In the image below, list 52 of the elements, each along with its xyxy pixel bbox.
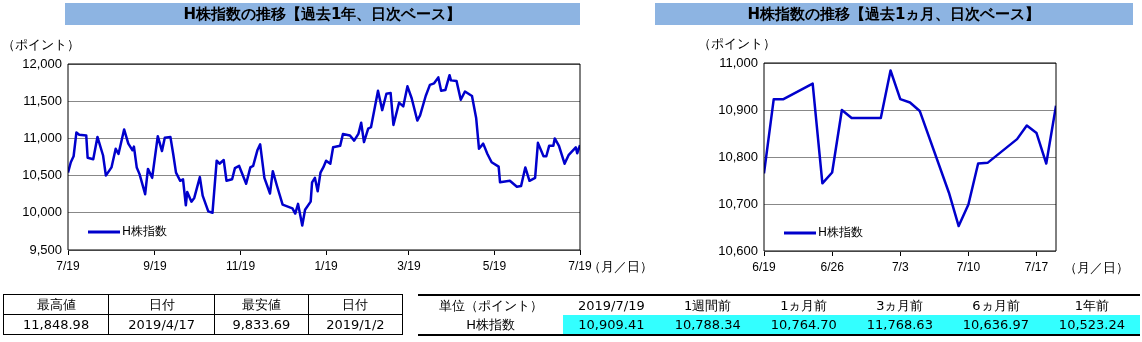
x-axis-title: （月／日）	[1064, 260, 1129, 276]
y-tick-label: 10,800	[718, 148, 758, 164]
text: 10,909.41	[563, 315, 660, 335]
y-tick-label: 10,000	[22, 204, 62, 220]
text: 6ヵ月前	[947, 295, 1044, 315]
y-tick-label: 11,000	[23, 129, 62, 145]
y-tick-label: 11,500	[23, 92, 62, 108]
text: 単位（ポイント）	[418, 295, 564, 315]
x-tick-label: 11/19	[225, 258, 256, 273]
y-tick-label: 9,500	[29, 241, 62, 257]
x-tick-label: 5/19	[482, 258, 507, 273]
y-tick-label: 10,700	[718, 195, 758, 211]
text: 2019/7/19	[563, 295, 660, 315]
legend-label: H株指数	[122, 224, 168, 239]
text: 10,764.70	[755, 315, 852, 335]
y-tick-label: 12,000	[22, 55, 62, 71]
x-tick-label: 7/10	[956, 259, 981, 274]
text: 1ヵ月前	[755, 295, 852, 315]
text: 2019/1/2	[308, 314, 403, 335]
x-tick-label: 7/19	[56, 258, 80, 273]
text: 日付	[308, 294, 403, 315]
text: 最高値	[3, 294, 109, 315]
x-tick-label: 7/19	[568, 258, 592, 273]
x-tick-label: 6/19	[752, 259, 776, 274]
x-tick-label: 1/19	[314, 258, 339, 273]
text: 2019/4/17	[108, 314, 215, 335]
y-tick-label: 11,000	[719, 54, 758, 70]
x-tick-label: 7/3	[891, 259, 909, 274]
text: 日付	[108, 294, 215, 315]
legend-label: H株指数	[818, 225, 864, 240]
text: 最安値	[214, 294, 309, 315]
x-tick-label: 7/17	[1024, 259, 1049, 274]
x-tick-label: 6/26	[820, 259, 845, 274]
text: 11,848.98	[3, 314, 109, 335]
y-tick-label: 10,900	[718, 101, 758, 117]
y-tick-label: 10,600	[718, 242, 758, 258]
text: 3ヵ月前	[851, 295, 948, 315]
text: 10,636.97	[947, 315, 1044, 335]
chart-title: H株指数の推移【過去1年、日次ベース】	[65, 3, 580, 25]
text: 10,788.34	[659, 315, 756, 335]
chart-title: H株指数の推移【過去1ヵ月、日次ベース】	[655, 3, 1133, 25]
x-tick-label: 9/19	[143, 258, 167, 273]
text: 10,523.24	[1043, 315, 1140, 335]
text: 1週間前	[659, 295, 756, 315]
y-axis-title: （ポイント）	[698, 35, 776, 51]
text: 11,768.63	[851, 315, 948, 335]
y-axis-title: （ポイント）	[2, 36, 80, 52]
text: 1年前	[1043, 295, 1140, 315]
text: H株指数	[418, 315, 564, 335]
text: 9,833.69	[214, 314, 309, 335]
y-tick-label: 10,500	[22, 167, 62, 183]
x-tick-label: 3/19	[397, 258, 421, 273]
